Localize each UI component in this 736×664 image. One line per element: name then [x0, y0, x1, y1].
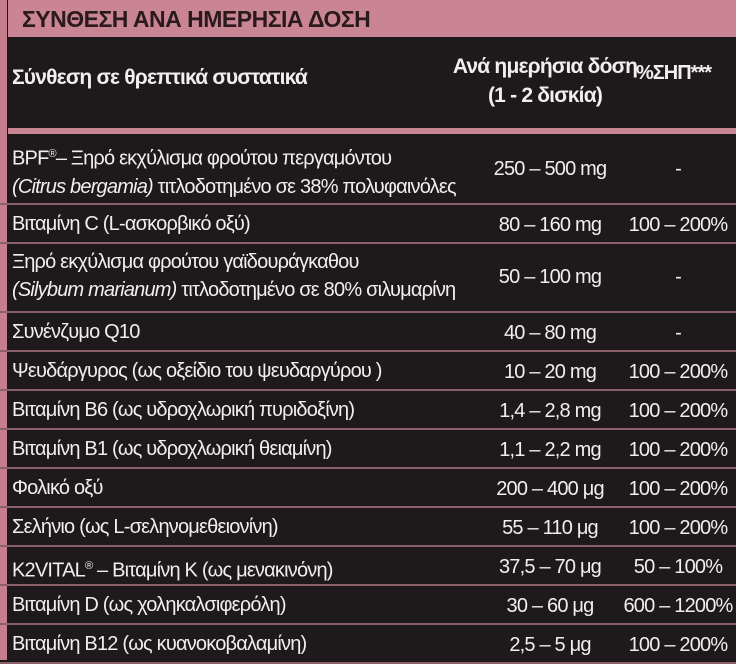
dose-value: 1,1 – 2,2 mg [499, 439, 601, 461]
table-header: Σύνθεση σε θρεπτικά συστατικά Ανά ημερήσ… [0, 40, 736, 125]
dose-value: 10 – 20 mg [503, 361, 597, 383]
dose-value: 80 – 160 mg [498, 214, 602, 236]
dose-value: 2,5 – 5 μg [509, 634, 591, 656]
ingredient-name: Βιταμίνη B6 (ως υδροχλωρική πυριδοξίνη) [12, 399, 355, 421]
ingredient-name: Ξηρό εκχύλισμα φρούτου γαϊδουράγκαθου (S… [12, 251, 456, 301]
dose-value: 30 – 60 μg [506, 595, 595, 617]
header-divider [8, 128, 736, 134]
ingredient-name: Βιταμίνη C (L-ασκορβικό οξύ) [12, 213, 251, 235]
header-dose: Ανά ημερήσια δόση (1 - 2 δισκία) [445, 52, 645, 110]
pct-value: 100 – 200% [628, 478, 729, 500]
table-row: Βιταμίνη C (L-ασκορβικό οξύ) 80 – 160 mg… [0, 205, 736, 244]
left-accent-strip [0, 0, 7, 660]
ingredient-name: Συνένζυμο Q10 [12, 321, 140, 343]
table-row: Βιταμίνη B6 (ως υδροχλωρική πυριδοξίνη) … [0, 391, 736, 430]
ingredient-name: Βιταμίνη D (ως χοληκαλσιφερόλη) [12, 594, 287, 616]
dose-value: 40 – 80 mg [503, 322, 597, 344]
table-row: Ξηρό εκχύλισμα φρούτου γαϊδουράγκαθου (S… [0, 244, 736, 313]
table-row: Βιταμίνη D (ως χοληκαλσιφερόλη) 30 – 60 … [0, 586, 736, 625]
ingredient-name: K2VITAL® – Βιταμίνη K (ως μενακινόνη) [12, 559, 333, 582]
ingredient-name: BPF®– Ξηρό εκχύλισμα φρούτου περγαμόντου… [12, 147, 457, 198]
pct-value: 50 – 100% [633, 556, 723, 578]
ingredient-name: Βιταμίνη B12 (ως κυανοκοβαλαμίνη) [12, 633, 307, 655]
dose-value: 50 – 100 mg [498, 266, 602, 288]
table-row: BPF®– Ξηρό εκχύλισμα φρούτου περγαμόντου… [0, 136, 736, 205]
dose-value: 37,5 – 70 μg [498, 556, 602, 578]
ingredient-name: Φολικό οξύ [12, 477, 103, 499]
dose-value: 55 – 110 μg [502, 517, 599, 539]
table-row: Φολικό οξύ 200 – 400 μg 100 – 200% [0, 469, 736, 508]
ingredient-name: Βιταμίνη B1 (ως υδροχλωρική θειαμίνη) [12, 438, 332, 460]
pct-value: - [675, 322, 682, 344]
table-row: Ψευδάργυρος (ως οξείδιο του ψευδαργύρου … [0, 352, 736, 391]
header-pct: %ΣΗΠ*** [636, 62, 712, 84]
pct-value: - [675, 266, 682, 288]
dose-value: 250 – 500 mg [493, 158, 608, 180]
ingredient-name: Ψευδάργυρος (ως οξείδιο του ψευδαργύρου … [12, 360, 382, 382]
section-title-bar: ΣΥΝΘΕΣΗ ΑΝΑ ΗΜΕΡΗΣΙΑ ΔΟΣΗ [8, 0, 736, 37]
header-ingredients: Σύνθεση σε θρεπτικά συστατικά [12, 66, 308, 89]
pct-value: 600 – 1200% [623, 595, 733, 617]
header-dose-line1: Ανά ημερήσια δόση [452, 55, 638, 78]
section-title: ΣΥΝΘΕΣΗ ΑΝΑ ΗΜΕΡΗΣΙΑ ΔΟΣΗ [22, 6, 371, 32]
pct-value: 100 – 200% [628, 517, 729, 539]
pct-value: 100 – 200% [628, 439, 729, 461]
nutrient-table: BPF®– Ξηρό εκχύλισμα φρούτου περγαμόντου… [0, 136, 736, 664]
table-row: K2VITAL® – Βιταμίνη K (ως μενακινόνη) 37… [0, 547, 736, 586]
dose-value: 1,4 – 2,8 mg [499, 400, 601, 422]
pct-value: 100 – 200% [628, 400, 729, 422]
dose-value: 200 – 400 μg [496, 478, 604, 500]
ingredient-name: Σελήνιο (ως L-σεληνομεθειονίνη) [12, 516, 279, 538]
pct-value: 100 – 200% [628, 214, 729, 236]
table-row: Βιταμίνη B1 (ως υδροχλωρική θειαμίνη) 1,… [0, 430, 736, 469]
table-row: Συνένζυμο Q10 40 – 80 mg - [0, 313, 736, 352]
pct-value: 100 – 200% [628, 361, 729, 383]
table-row: Βιταμίνη B12 (ως κυανοκοβαλαμίνη) 2,5 – … [0, 625, 736, 664]
table-row: Σελήνιο (ως L-σεληνομεθειονίνη) 55 – 110… [0, 508, 736, 547]
header-dose-line2: (1 - 2 δισκία) [487, 84, 603, 107]
pct-value: 100 – 200% [628, 634, 729, 656]
pct-value: - [675, 158, 682, 180]
